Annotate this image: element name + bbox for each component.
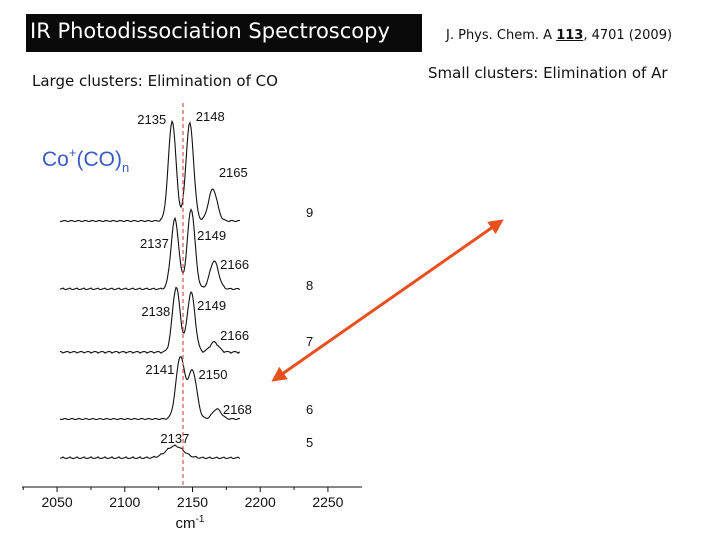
x-tick-label: 2150 [177, 494, 208, 510]
double-headed-arrow [271, 219, 504, 382]
x-tick-label: 2200 [245, 494, 276, 510]
species-sub: n [122, 160, 129, 175]
trace-series-5 [59, 444, 241, 460]
slide-title: IR Photodissociation Spectroscopy [30, 19, 390, 43]
citation: J. Phys. Chem. A 113, 4701 (2009) [446, 28, 672, 43]
x-tick-label: 2050 [42, 494, 73, 510]
peak-label: 2135 [137, 112, 166, 127]
peak-label: 2149 [197, 228, 226, 243]
trace-series-7 [59, 286, 241, 354]
species-base: Co [42, 148, 69, 171]
left-subtitle: Large clusters: Elimination of CO [32, 72, 278, 90]
right-subtitle: Small clusters: Elimination of Ar [428, 64, 668, 82]
trace-series-8 [59, 208, 241, 291]
citation-journal: J. Phys. Chem. A [446, 28, 553, 43]
species-label: Co+(CO)n [42, 145, 129, 175]
trace-series-9 [59, 119, 241, 223]
x-tick-label: 2250 [312, 494, 343, 510]
peak-label: 2137 [140, 236, 169, 251]
trace-series-6 [59, 356, 240, 421]
peak-label: 2150 [199, 367, 228, 382]
species-mid: (CO) [76, 148, 122, 171]
x-axis-label: cm-1 [176, 514, 205, 532]
x-axis-ticks: 2050 2100 2150 2200 2250 [22, 487, 344, 510]
peak-label: 2166 [220, 328, 249, 343]
cluster-size-labels: 9 8 7 6 5 [306, 205, 313, 450]
peak-label: 2149 [197, 298, 226, 313]
x-axis-label-exp: -1 [196, 514, 205, 525]
peak-labels: 2135 2148 2165 2137 2149 2166 2138 2149 2166 2141… [137, 109, 252, 446]
citation-volume: 113 [556, 28, 584, 43]
peak-label: 2137 [160, 431, 189, 446]
species-charge: + [69, 145, 77, 160]
x-axis-label-base: cm [176, 515, 196, 532]
series-label-6: 6 [306, 402, 313, 417]
peak-label: 2165 [219, 165, 248, 180]
peak-label: 2168 [223, 402, 252, 417]
citation-pages: , 4701 (2009) [583, 28, 673, 43]
spectra-traces [59, 119, 241, 460]
series-label-7: 7 [306, 334, 313, 349]
series-label-5: 5 [306, 435, 313, 450]
peak-label: 2166 [220, 257, 249, 272]
peak-label: 2148 [196, 109, 225, 124]
series-label-9: 9 [306, 205, 313, 220]
series-label-8: 8 [306, 278, 313, 293]
peak-label: 2141 [145, 362, 174, 377]
peak-label: 2138 [141, 304, 170, 319]
title-banner: IR Photodissociation Spectroscopy [26, 14, 422, 52]
x-tick-label: 2100 [109, 494, 140, 510]
